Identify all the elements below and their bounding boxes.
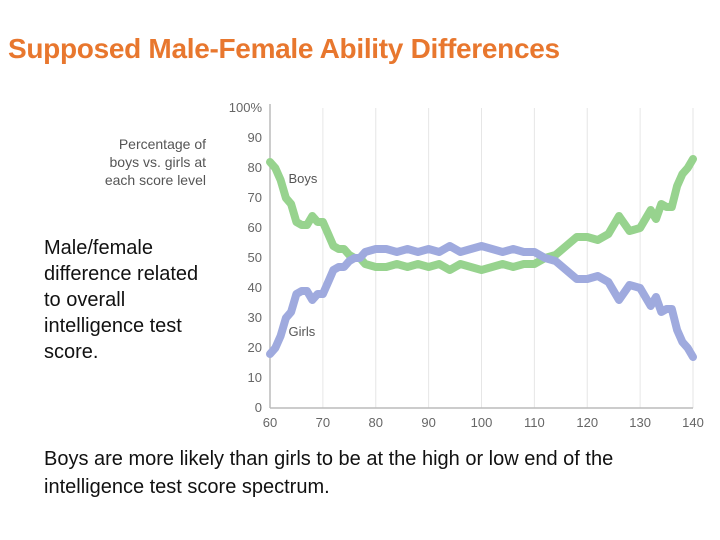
bottom-text: Boys are more likely than girls to be at…: [44, 448, 614, 498]
x-tick-label-80: 80: [369, 415, 383, 430]
y-tick-label-20: 20: [248, 340, 262, 355]
x-tick-label-70: 70: [316, 415, 330, 430]
y-tick-label-30: 30: [248, 310, 262, 325]
series-label-boys: Boys: [289, 171, 318, 186]
series-line-boys: [266, 155, 697, 274]
x-tick-label-110: 110: [524, 415, 545, 430]
slide-title: Supposed Male-Female Ability Differences: [8, 33, 560, 64]
y-tick-label-80: 80: [248, 160, 262, 175]
y-tick-label-0: 0: [255, 400, 262, 415]
y-tick-label-40: 40: [248, 280, 262, 295]
x-tick-label-60: 60: [263, 415, 277, 430]
y-tick-label-100: 100%: [229, 100, 263, 115]
x-tick-label-120: 120: [576, 415, 598, 430]
x-tick-label-130: 130: [629, 415, 651, 430]
y-tick-label-70: 70: [248, 190, 262, 205]
y-tick-label-60: 60: [248, 220, 262, 235]
series-line-girls: [266, 242, 697, 361]
y-tick-label-90: 90: [248, 130, 262, 145]
x-tick-label-140: 140: [682, 415, 704, 430]
x-tick-label-100: 100: [471, 415, 493, 430]
side-text: Male/female difference related to overal…: [44, 237, 199, 363]
x-tick-label-90: 90: [421, 415, 435, 430]
y-tick-label-10: 10: [248, 370, 262, 385]
chart-note: Percentage of boys vs. girls at each sco…: [104, 136, 206, 188]
series-label-girls: Girls: [289, 324, 316, 339]
y-tick-label-50: 50: [248, 250, 262, 265]
